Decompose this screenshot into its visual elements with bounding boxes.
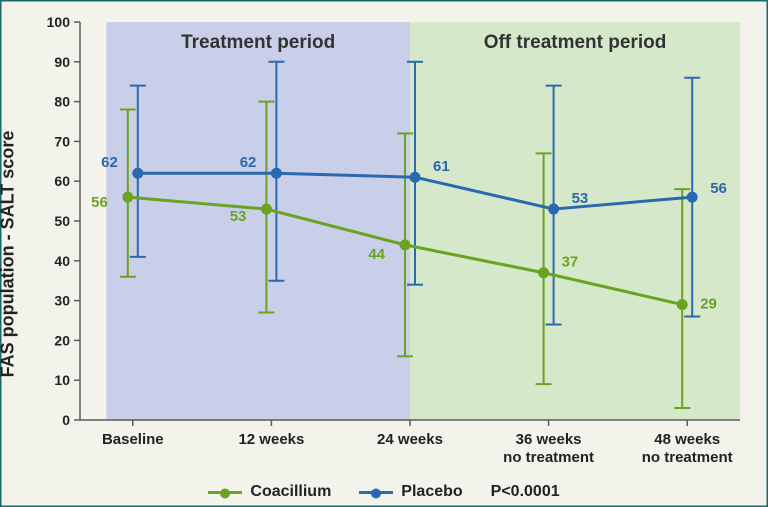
salt-score-chart: FAS population - SALT score Treatment pe… bbox=[0, 0, 768, 507]
svg-text:30: 30 bbox=[54, 293, 70, 309]
legend-swatch bbox=[359, 491, 393, 494]
svg-text:Treatment period: Treatment period bbox=[181, 32, 335, 53]
svg-text:80: 80 bbox=[54, 94, 70, 110]
svg-text:53: 53 bbox=[230, 208, 247, 225]
svg-text:no treatment: no treatment bbox=[503, 449, 594, 466]
svg-text:10: 10 bbox=[54, 372, 70, 388]
y-axis-label: FAS population - SALT score bbox=[0, 130, 19, 377]
svg-text:24 weeks: 24 weeks bbox=[377, 431, 443, 448]
legend-label: Placebo bbox=[401, 483, 462, 501]
legend-item-placebo: Placebo bbox=[359, 483, 462, 501]
legend-label: Coacillium bbox=[250, 483, 331, 501]
svg-text:40: 40 bbox=[54, 253, 70, 269]
svg-text:29: 29 bbox=[700, 296, 717, 313]
svg-text:48 weeks: 48 weeks bbox=[654, 431, 720, 448]
svg-text:Baseline: Baseline bbox=[102, 431, 164, 448]
svg-text:62: 62 bbox=[240, 154, 257, 171]
legend: Coacillium Placebo P<0.0001 bbox=[0, 483, 768, 501]
svg-text:20: 20 bbox=[54, 332, 70, 348]
svg-text:53: 53 bbox=[572, 190, 589, 207]
svg-text:90: 90 bbox=[54, 54, 70, 70]
svg-text:56: 56 bbox=[91, 194, 108, 211]
svg-text:37: 37 bbox=[562, 254, 579, 271]
svg-text:50: 50 bbox=[54, 213, 70, 229]
svg-text:no treatment: no treatment bbox=[642, 449, 733, 466]
svg-text:100: 100 bbox=[47, 14, 71, 30]
svg-text:70: 70 bbox=[54, 133, 70, 149]
svg-text:61: 61 bbox=[433, 158, 450, 175]
svg-text:44: 44 bbox=[368, 246, 385, 263]
svg-text:60: 60 bbox=[54, 173, 70, 189]
svg-text:36 weeks: 36 weeks bbox=[516, 431, 582, 448]
chart-svg: Treatment period Off treatment period 0 10 2… bbox=[0, 0, 768, 507]
p-value: P<0.0001 bbox=[491, 483, 560, 501]
svg-text:62: 62 bbox=[101, 154, 118, 171]
svg-text:Off treatment period: Off treatment period bbox=[484, 32, 667, 53]
legend-swatch bbox=[208, 491, 242, 494]
svg-text:56: 56 bbox=[710, 180, 727, 197]
svg-text:12 weeks: 12 weeks bbox=[238, 431, 304, 448]
svg-text:0: 0 bbox=[62, 412, 70, 428]
legend-item-coacillium: Coacillium bbox=[208, 483, 331, 501]
